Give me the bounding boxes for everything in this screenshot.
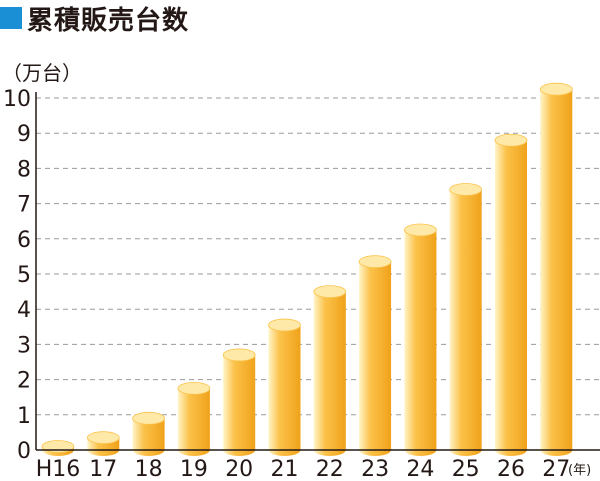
bar-body: [449, 189, 482, 450]
y-tick-label: 7: [17, 193, 31, 218]
chart-title: 累積販売台数: [27, 5, 190, 36]
bar-cap: [177, 381, 211, 395]
x-tick-label: 21: [271, 457, 299, 481]
x-tick-label: 25: [452, 457, 480, 481]
y-tick-label: 0: [17, 439, 31, 464]
bar: [268, 318, 301, 456]
y-tick-label: 5: [17, 263, 31, 288]
bar-body: [540, 89, 573, 450]
bar-cap: [313, 285, 347, 299]
bar: [539, 82, 573, 456]
y-tick-label: 9: [17, 122, 31, 147]
bars: [41, 82, 573, 456]
bar: [222, 348, 256, 456]
x-tick-label: 27: [542, 457, 570, 481]
bar-cap: [222, 348, 256, 362]
bar-cap: [539, 82, 573, 96]
bar: [313, 285, 347, 456]
x-tick-label: 20: [225, 457, 253, 481]
bar-body: [268, 325, 301, 450]
y-tick-label: 4: [17, 298, 31, 323]
bar-cap: [358, 255, 392, 269]
bar-body: [495, 140, 527, 451]
bar-body: [177, 388, 210, 450]
y-tick-label: 8: [17, 157, 31, 182]
y-axis-unit-label: （万台）: [2, 61, 82, 85]
bar: [177, 381, 211, 456]
x-axis-unit-label: (年): [568, 463, 591, 478]
x-tick-label: 26: [497, 457, 525, 481]
y-tick-label: 3: [17, 333, 31, 358]
axes: [35, 92, 600, 451]
bar: [403, 223, 437, 456]
x-tick-label: 19: [180, 457, 208, 481]
x-tick-label: 23: [361, 457, 389, 481]
bar-cap: [86, 431, 120, 445]
y-tick-label: 2: [17, 369, 31, 394]
bar-cap: [132, 411, 166, 425]
bar-cap: [403, 223, 437, 237]
x-tick-label: 18: [135, 457, 163, 481]
bar: [449, 183, 483, 456]
x-tick-label: 22: [316, 457, 344, 481]
x-tick-label: 24: [406, 457, 434, 481]
x-tick-label: 17: [89, 457, 117, 481]
bar: [494, 133, 528, 456]
bar-cap: [268, 318, 301, 332]
y-tick-label: 6: [17, 228, 31, 253]
chart-title-block: 累積販売台数: [0, 0, 189, 36]
x-tick-label: H16: [36, 457, 81, 481]
bar: [358, 255, 392, 456]
title-square-icon: [0, 7, 22, 29]
y-tick-label: 1: [17, 404, 31, 429]
bar: [86, 431, 120, 456]
bar-cap: [494, 133, 528, 147]
bar-body: [313, 291, 346, 450]
bar-cap: [449, 183, 483, 196]
bar-body: [359, 261, 392, 450]
bar-body: [404, 230, 437, 450]
y-tick-label: 10: [3, 87, 31, 112]
bar-body: [223, 354, 256, 450]
bar: [41, 440, 75, 456]
